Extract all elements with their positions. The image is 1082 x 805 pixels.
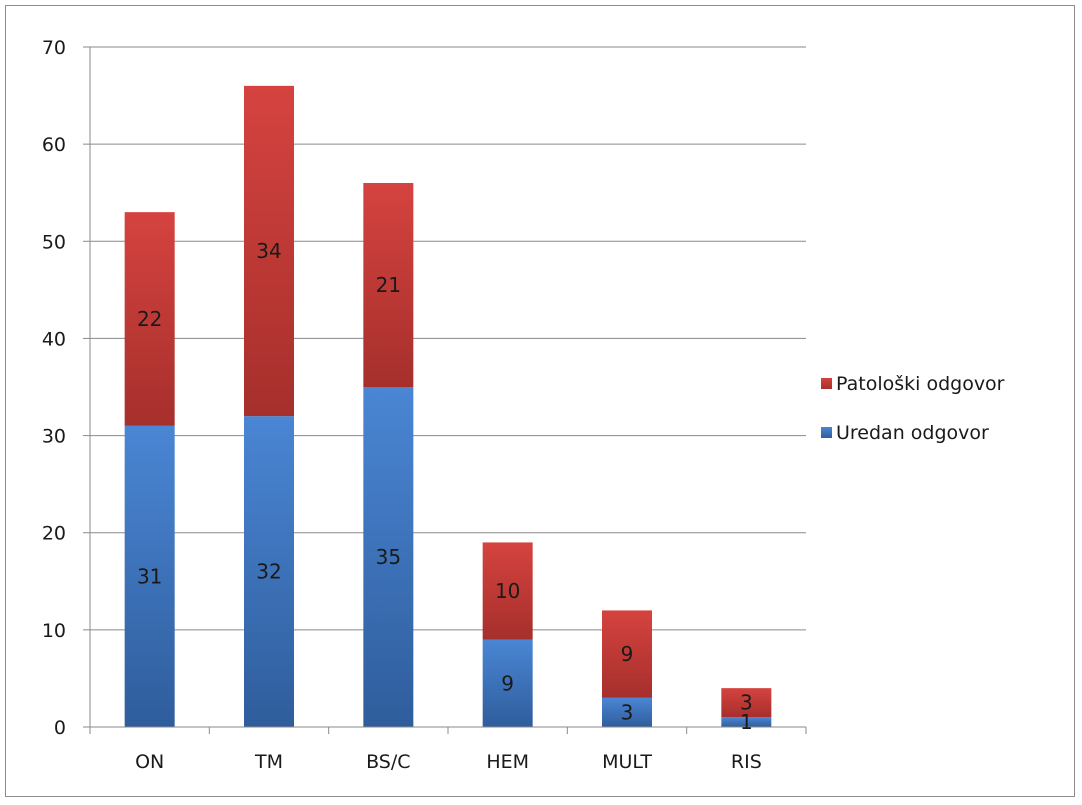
bar-segment-patoloski (602, 610, 652, 698)
bars (124, 85, 772, 727)
legend: Patološki odgovor Uredan odgovor (821, 373, 1005, 444)
bar-segment-uredan (482, 639, 533, 727)
legend-swatch (821, 378, 832, 389)
y-tick-label: 70 (42, 37, 66, 59)
data-label: 3 (740, 691, 753, 715)
data-label: 31 (137, 564, 162, 588)
bar-segment-uredan (721, 717, 772, 727)
bar-segment-uredan (363, 387, 414, 727)
y-tick-label: 0 (54, 717, 66, 739)
data-label: 3 (621, 700, 634, 724)
chart-frame (5, 5, 1075, 797)
bar-segment-patoloski (363, 183, 414, 387)
bar-segment-uredan (124, 425, 175, 727)
y-tick-label: 60 (42, 134, 66, 156)
gridlines (90, 46, 806, 631)
y-tick-label: 40 (42, 328, 66, 350)
data-label: 10 (495, 579, 520, 603)
x-tick-label: MULT (602, 751, 652, 773)
data-label: 35 (376, 545, 401, 569)
legend-label: Uredan odgovor (836, 422, 989, 444)
x-tick-label: BS/C (366, 751, 410, 773)
data-label: 21 (376, 273, 401, 297)
data-label: 1 (740, 710, 753, 734)
bar-segment-patoloski (482, 542, 533, 640)
y-tick-label: 20 (42, 523, 66, 545)
data-label: 9 (501, 671, 514, 695)
bar-segment-uredan (602, 697, 652, 727)
legend-swatch (821, 427, 832, 438)
data-label: 34 (256, 239, 281, 263)
bar-segment-uredan (244, 416, 294, 727)
data-label: 32 (256, 560, 281, 584)
x-tick-label: RIS (731, 751, 762, 773)
legend-label: Patološki odgovor (836, 373, 1005, 395)
data-label: 22 (137, 307, 162, 331)
x-tick-label: HEM (486, 751, 529, 773)
x-tick-label: ON (135, 751, 164, 773)
y-tick-label: 30 (42, 426, 66, 448)
y-tick-label: 50 (42, 231, 66, 253)
data-label: 9 (621, 642, 634, 666)
bar-segment-patoloski (721, 688, 772, 718)
x-tick-label: TM (254, 751, 283, 773)
legend-item: Uredan odgovor (821, 422, 989, 444)
axes: 0 10 20 30 40 50 60 70 ON TM BS/C HEM MULT RIS (42, 37, 807, 773)
bar-segment-patoloski (124, 212, 175, 426)
bar-segment-patoloski (244, 85, 294, 417)
y-tick-label: 10 (42, 620, 66, 642)
legend-item: Patološki odgovor (821, 373, 1005, 395)
